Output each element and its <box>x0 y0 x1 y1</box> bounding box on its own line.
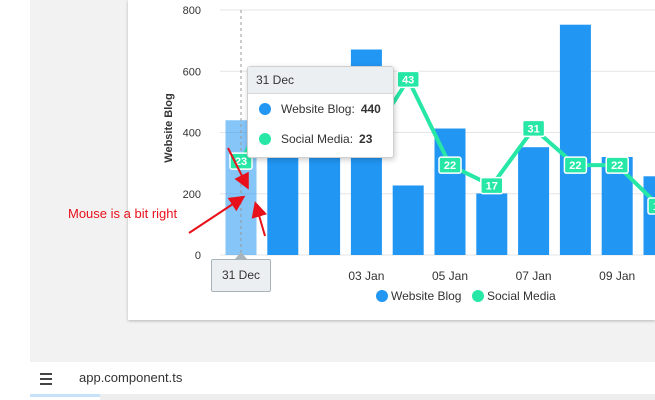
bottom-strip <box>100 394 655 400</box>
data-label-social-media: 22 <box>563 156 588 174</box>
data-label-box <box>438 156 462 174</box>
file-tab[interactable]: app.component.ts <box>79 370 183 385</box>
y-tick-label: 400 <box>183 128 201 140</box>
y-tick-label: 600 <box>183 66 201 78</box>
x-tick-label: 09 Jan <box>599 269 635 283</box>
data-label-box <box>521 119 546 138</box>
hamburger-menu-icon[interactable] <box>40 373 52 388</box>
data-label-social-media: 31 <box>521 119 546 138</box>
tooltip-title: 31 Dec <box>248 67 393 94</box>
bar-website-blog <box>559 24 591 256</box>
y-tick-label: 200 <box>183 189 201 201</box>
data-label-social-media: 22 <box>605 156 629 174</box>
legend-marker <box>472 290 484 302</box>
data-label-box <box>647 197 655 215</box>
data-label-box <box>480 176 504 195</box>
data-label-text: 22 <box>569 160 581 172</box>
data-label-box <box>563 156 588 174</box>
x-tick-label: 03 Jan <box>348 269 384 283</box>
tooltip-value: 23 <box>359 132 373 146</box>
annotation-text: Mouse is a bit right <box>68 206 178 221</box>
data-label-social-media: 17 <box>480 176 504 195</box>
data-label-text: 22 <box>444 160 456 172</box>
y-tick-label: 0 <box>195 250 201 262</box>
data-label-box <box>396 70 420 89</box>
tooltip-value: 440 <box>360 102 381 116</box>
tooltip-row-social-media: Social Media: 23 <box>248 124 393 154</box>
data-label-text: 17 <box>486 181 498 193</box>
bottom-toolbar: app.component.ts <box>30 362 655 394</box>
x-axis-hover-caret <box>235 252 247 259</box>
y-axis-title: Website Blog <box>163 93 175 162</box>
x-tick-label: 05 Jan <box>432 269 468 283</box>
data-label-text: 31 <box>527 123 539 135</box>
y-tick-label: 800 <box>183 5 201 17</box>
bar-website-blog <box>476 193 508 255</box>
bar-website-blog <box>518 147 550 255</box>
data-label-social-media: 22 <box>438 156 462 174</box>
tooltip-label: Website Blog: <box>281 102 355 116</box>
data-label-social-media: 12 <box>647 197 655 215</box>
tooltip-row-website-blog: Website Blog: 440 <box>248 94 393 124</box>
chart-tooltip: 31 Dec Website Blog: 440 Social Media: 23 <box>247 66 394 158</box>
legend-label: Social Media <box>487 289 556 303</box>
data-label-social-media: 43 <box>396 70 420 89</box>
bar-website-blog <box>434 128 466 255</box>
data-label-text: 23 <box>235 156 247 168</box>
tooltip-label: Social Media: <box>281 132 354 146</box>
data-label-box <box>605 156 629 174</box>
x-axis-hover-label: 31 Dec <box>211 259 271 292</box>
data-label-text: 43 <box>402 74 414 86</box>
data-label-text: 12 <box>653 201 655 213</box>
data-label-text: 22 <box>611 160 623 172</box>
x-tick-label: 07 Jan <box>516 269 552 283</box>
bar-website-blog <box>392 185 424 255</box>
legend-label: Website Blog <box>391 289 461 303</box>
bar-website-blog <box>643 176 655 255</box>
tooltip-marker-website-blog <box>259 103 271 115</box>
tooltip-marker-social-media <box>259 133 271 145</box>
legend-marker <box>376 290 388 302</box>
